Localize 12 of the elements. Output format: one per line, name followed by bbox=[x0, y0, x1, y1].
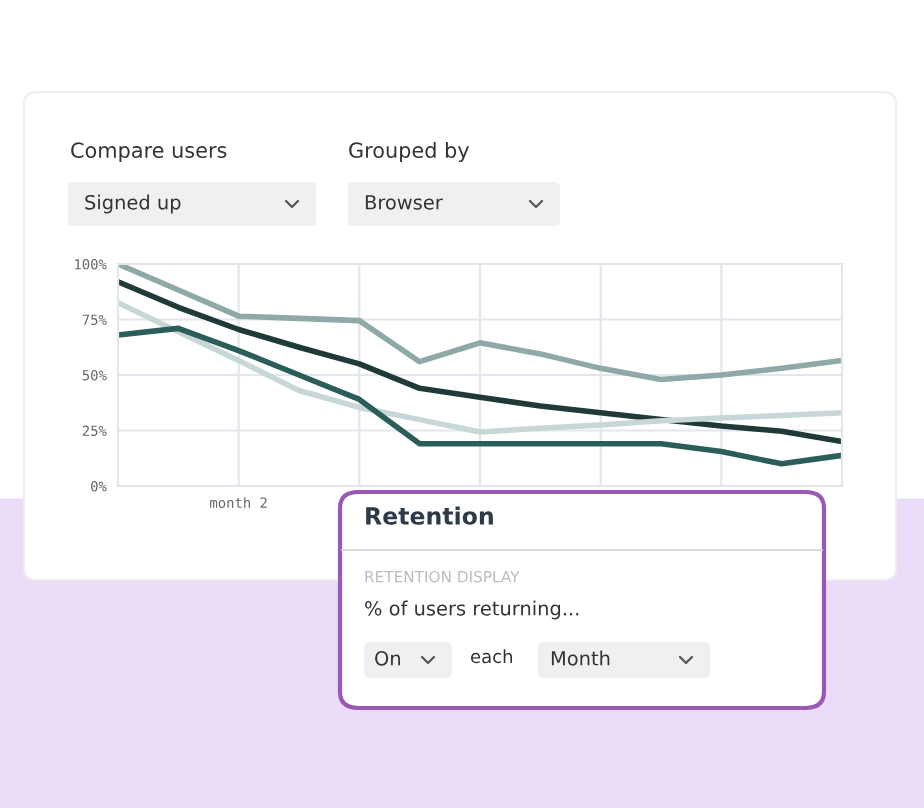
text: Month bbox=[551, 650, 610, 666]
text: Signed up bbox=[85, 194, 181, 214]
line-series bbox=[118, 278, 842, 445]
text: Browser bbox=[365, 195, 443, 210]
text: Compare users bbox=[71, 142, 227, 163]
text: Grouped by bbox=[349, 141, 470, 163]
line-series bbox=[118, 325, 842, 467]
text: each bbox=[471, 649, 513, 664]
text: On bbox=[375, 650, 400, 666]
line-series bbox=[118, 299, 842, 435]
text: Retention bbox=[366, 506, 493, 525]
text: % of users returning... bbox=[365, 600, 579, 620]
